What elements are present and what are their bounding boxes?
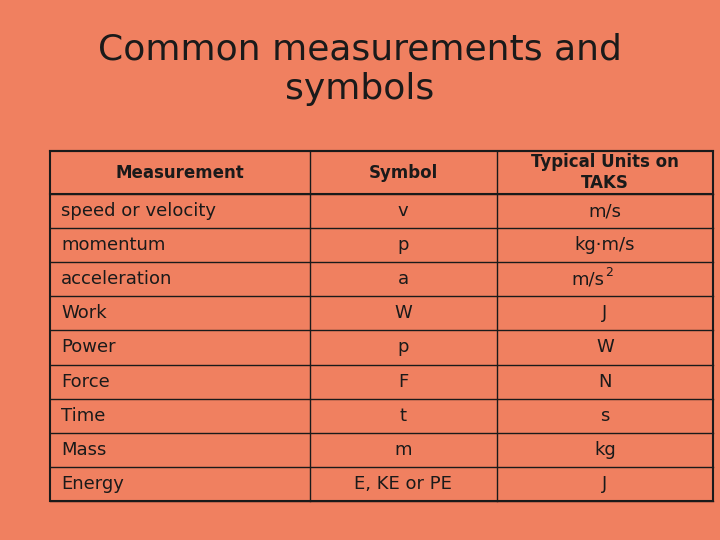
Text: speed or velocity: speed or velocity	[61, 202, 216, 220]
Text: E, KE or PE: E, KE or PE	[354, 475, 452, 492]
Text: W: W	[395, 305, 412, 322]
Text: Symbol: Symbol	[369, 164, 438, 182]
Text: Energy: Energy	[61, 475, 124, 492]
Text: m/s: m/s	[572, 271, 605, 288]
Text: Time: Time	[61, 407, 106, 424]
Text: kg: kg	[594, 441, 616, 458]
Text: Measurement: Measurement	[116, 164, 244, 182]
Text: v: v	[398, 202, 408, 220]
Text: Power: Power	[61, 339, 116, 356]
Text: Common measurements and
symbols: Common measurements and symbols	[98, 32, 622, 106]
Text: Typical Units on
TAKS: Typical Units on TAKS	[531, 153, 679, 192]
Text: 2: 2	[606, 266, 613, 280]
Text: acceleration: acceleration	[61, 271, 173, 288]
Text: p: p	[397, 339, 409, 356]
Text: J: J	[602, 305, 608, 322]
Text: kg·m/s: kg·m/s	[575, 237, 635, 254]
Text: N: N	[598, 373, 611, 390]
Text: p: p	[397, 237, 409, 254]
Text: Force: Force	[61, 373, 110, 390]
Text: t: t	[400, 407, 407, 424]
Text: Work: Work	[61, 305, 107, 322]
Text: a: a	[397, 271, 409, 288]
Text: m/s: m/s	[588, 202, 621, 220]
Text: J: J	[602, 475, 608, 492]
Text: Mass: Mass	[61, 441, 107, 458]
Text: momentum: momentum	[61, 237, 166, 254]
Bar	[50, 151, 713, 501]
Text: F: F	[398, 373, 408, 390]
Text: m: m	[395, 441, 412, 458]
Text: s: s	[600, 407, 610, 424]
Text: W: W	[596, 339, 613, 356]
